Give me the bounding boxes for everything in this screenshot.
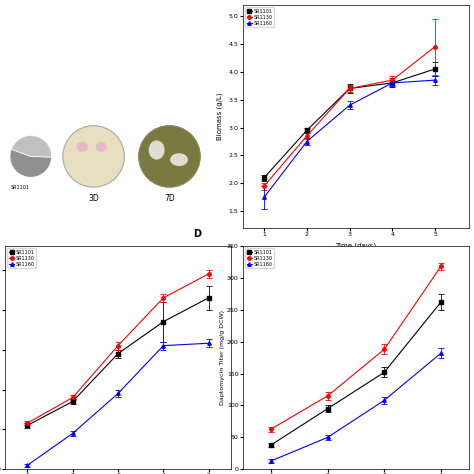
Text: D: D — [193, 229, 201, 239]
Text: 7D: 7D — [164, 193, 175, 202]
Ellipse shape — [96, 142, 107, 152]
Y-axis label: Biomass (g/L): Biomass (g/L) — [217, 92, 223, 140]
Wedge shape — [10, 149, 52, 177]
Ellipse shape — [76, 142, 88, 152]
Wedge shape — [11, 136, 52, 157]
Y-axis label: Daptomycin Titer (mg/g DCW): Daptomycin Titer (mg/g DCW) — [220, 310, 225, 405]
Legend: SR1101, SR1130, SR1160: SR1101, SR1130, SR1160 — [7, 248, 36, 268]
Legend: SR1101, SR1130, SR1160: SR1101, SR1130, SR1160 — [245, 248, 274, 268]
Circle shape — [139, 126, 200, 187]
Ellipse shape — [149, 140, 164, 160]
Text: SR1101: SR1101 — [11, 185, 30, 190]
Text: 3D: 3D — [88, 193, 99, 202]
Legend: SR1101, SR1130, SR1160: SR1101, SR1130, SR1160 — [245, 7, 274, 27]
Ellipse shape — [170, 153, 188, 166]
Circle shape — [63, 126, 124, 187]
X-axis label: Time (days): Time (days) — [336, 243, 376, 249]
